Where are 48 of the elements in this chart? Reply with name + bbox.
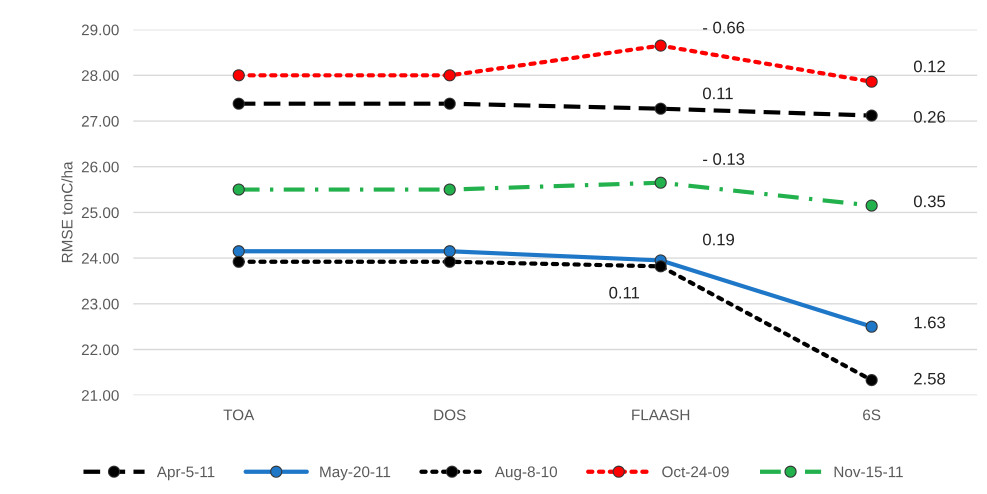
point (444, 256, 456, 268)
y-tick-label: 22.00 (82, 344, 119, 356)
annotation: 2.58 (914, 372, 946, 385)
annotation: - 0.13 (703, 153, 744, 165)
point (232, 256, 245, 268)
annotation: 1.63 (914, 316, 946, 328)
point (232, 98, 245, 110)
point (866, 199, 878, 212)
point (444, 245, 456, 258)
x-tick-label: TOA (224, 409, 254, 420)
point (444, 69, 456, 82)
x-tick-label: 6S (863, 409, 880, 420)
point (444, 98, 456, 110)
point (866, 76, 878, 88)
annotation: 0.11 (702, 87, 733, 100)
y-tick-label: 26.00 (82, 162, 119, 172)
annotation: 0.35 (914, 195, 946, 208)
annotation: 0.12 (914, 60, 945, 72)
point (866, 109, 878, 122)
point (654, 40, 667, 52)
point (866, 320, 878, 333)
point (232, 69, 245, 82)
point (654, 102, 667, 115)
y-tick-label: 28.00 (82, 70, 119, 82)
y-tick-label: 29.00 (82, 24, 119, 36)
legend-label: Nov-15-11 (834, 466, 903, 478)
annotation: 0.26 (914, 110, 946, 123)
point (654, 260, 667, 272)
point (232, 183, 245, 196)
point (866, 374, 878, 386)
legend-label: Oct-24-09 (662, 466, 729, 478)
y-tick-label: 27.00 (82, 116, 119, 127)
annotation: 0.11 (609, 286, 640, 299)
y-tick-label: 25.00 (82, 207, 119, 218)
legend-label: Apr-5-11 (156, 466, 214, 480)
point (232, 245, 245, 258)
y-tick-label: 24.00 (82, 252, 119, 264)
y-tick-label: 21.00 (82, 390, 119, 401)
y-axis-title: RMSE tonC/ha (61, 161, 73, 262)
y-tick-label: 23.00 (82, 298, 119, 310)
point (654, 176, 667, 189)
legend-label: Aug-8-10 (494, 466, 558, 480)
legend-label: May-20-11 (320, 466, 390, 480)
x-tick-label: DOS (434, 409, 466, 420)
annotation: - 0.66 (703, 22, 744, 34)
annotation: 0.19 (702, 234, 734, 246)
point (444, 183, 456, 196)
x-tick-label: FLAASH (632, 409, 690, 420)
